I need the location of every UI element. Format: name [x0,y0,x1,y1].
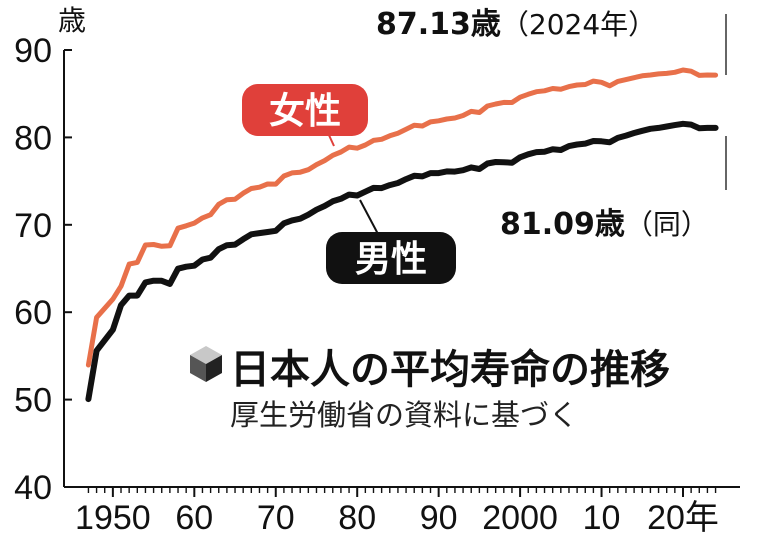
x-tick-label: 20年 [647,499,719,537]
male-series-line [85,120,719,403]
female-latest-note: （2024年） [501,8,656,41]
female-latest-annotation: 87.13歳（2024年） [376,7,656,42]
x-tick-label: 60 [175,499,213,537]
chart-title: 日本人の平均寿命の推移 [230,347,670,393]
male-latest-value: 81.09歳 [500,207,625,242]
x-tick-label: 90 [420,499,458,537]
male-series-tag: 男性 [326,199,456,284]
y-tick-label: 60 [14,294,52,332]
male-series-label: 男性 [355,239,427,280]
female-series-tag: 女性 [242,84,368,147]
x-tick-label: 2000 [482,499,558,537]
cube-icon [190,346,222,382]
male-latest-annotation: 81.09歳（同） [500,207,709,242]
female-latest-value: 87.13歳 [376,7,501,42]
chart-subtitle: 厚生労働省の資料に基づく [230,398,578,432]
y-tick-label: 90 [14,32,52,70]
x-tick-label: 1950 [75,499,151,537]
female-series-label: 女性 [269,91,341,132]
x-tick-label: 80 [338,499,376,537]
y-axis-unit: 歳 [58,4,86,37]
y-tick-label: 70 [14,207,52,245]
x-tick-label: 10 [583,499,621,537]
female-series-line [85,67,719,368]
x-tick-label: 70 [257,499,295,537]
male-latest-note: （同） [625,208,709,241]
y-tick-label: 50 [14,382,52,420]
y-tick-label: 80 [14,119,52,157]
y-tick-label: 40 [14,469,52,507]
